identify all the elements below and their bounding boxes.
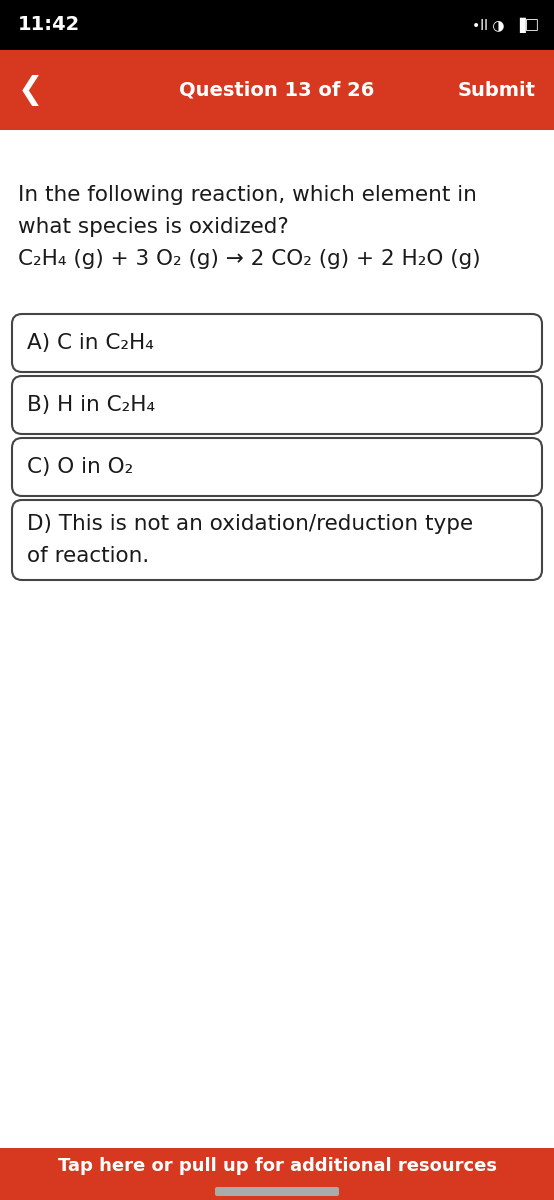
FancyBboxPatch shape bbox=[12, 376, 542, 434]
Text: Question 13 of 26: Question 13 of 26 bbox=[179, 80, 375, 100]
Text: •ll ◑: •ll ◑ bbox=[471, 18, 504, 32]
Text: Submit: Submit bbox=[458, 80, 536, 100]
FancyBboxPatch shape bbox=[215, 1187, 339, 1196]
Bar bbox=[0, 0, 554, 50]
Text: Tap here or pull up for additional resources: Tap here or pull up for additional resou… bbox=[58, 1157, 496, 1175]
Text: C) O in O₂: C) O in O₂ bbox=[27, 457, 134, 476]
Bar bbox=[0, 1148, 554, 1200]
Bar bbox=[0, 130, 554, 1148]
Text: ▐□: ▐□ bbox=[513, 17, 539, 32]
Text: what species is oxidized?: what species is oxidized? bbox=[18, 217, 289, 236]
Text: of reaction.: of reaction. bbox=[27, 546, 149, 566]
FancyBboxPatch shape bbox=[12, 500, 542, 580]
FancyBboxPatch shape bbox=[12, 314, 542, 372]
Text: D) This is not an oxidation/reduction type: D) This is not an oxidation/reduction ty… bbox=[27, 514, 473, 534]
Bar bbox=[0, 50, 554, 130]
Text: ❮: ❮ bbox=[18, 74, 44, 106]
FancyBboxPatch shape bbox=[12, 438, 542, 496]
Text: A) C in C₂H₄: A) C in C₂H₄ bbox=[27, 332, 154, 353]
Text: B) H in C₂H₄: B) H in C₂H₄ bbox=[27, 395, 155, 415]
Text: C₂H₄ (g) + 3 O₂ (g) → 2 CO₂ (g) + 2 H₂O (g): C₂H₄ (g) + 3 O₂ (g) → 2 CO₂ (g) + 2 H₂O … bbox=[18, 248, 481, 269]
Text: 11:42: 11:42 bbox=[18, 16, 80, 35]
Text: In the following reaction, which element in: In the following reaction, which element… bbox=[18, 185, 477, 205]
